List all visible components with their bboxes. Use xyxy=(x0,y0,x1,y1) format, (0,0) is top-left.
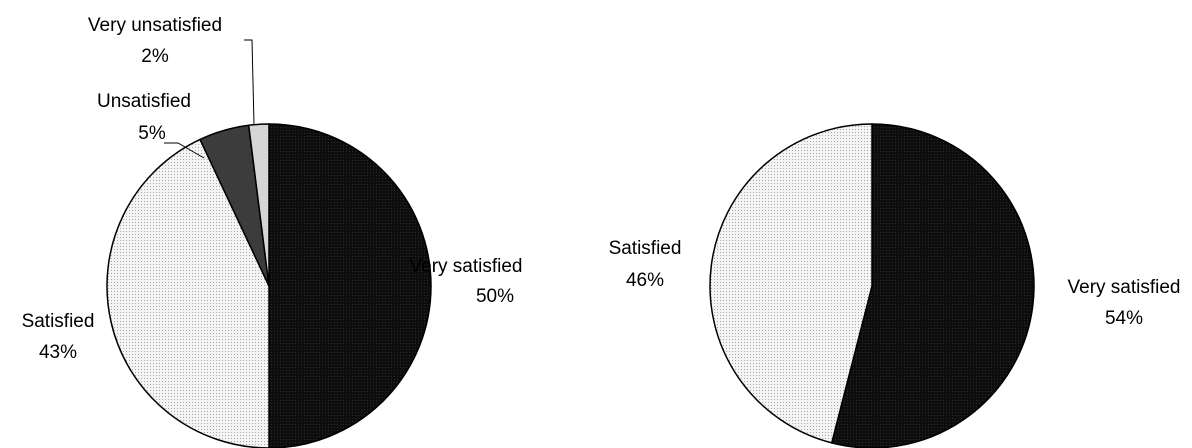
slice-value-satisfied: 46% xyxy=(626,270,664,291)
slice-value-very-unsatisfied: 2% xyxy=(141,46,169,67)
pie-slice-very-unsatisfied xyxy=(247,123,270,287)
slice-label-very-satisfied: Very satisfied xyxy=(1068,277,1181,298)
slice-value-satisfied: 43% xyxy=(39,342,77,363)
slice-value-unsatisfied: 5% xyxy=(138,123,166,144)
leader-line-very-unsatisfied xyxy=(244,39,255,126)
pie-chart-left: Very satisfied 50% Satisfied 43% Unsatisfied… xyxy=(22,15,523,448)
slice-label-satisfied: Satisfied xyxy=(22,311,95,332)
slice-label-very-unsatisfied: Very unsatisfied xyxy=(88,15,222,36)
pie-slice-satisfied xyxy=(709,123,873,444)
slice-label-unsatisfied: Unsatisfied xyxy=(97,91,191,112)
slice-value-very-satisfied: 50% xyxy=(476,286,514,307)
pie-slice-satisfied xyxy=(106,138,270,448)
slice-label-satisfied: Satisfied xyxy=(609,238,682,259)
slice-label-very-satisfied: Very satisfied xyxy=(410,256,523,277)
pie-chart-right: Very satisfied 54% Satisfied 46% xyxy=(609,123,1181,448)
leader-line-unsatisfied xyxy=(164,142,205,159)
pie-slice-very-satisfied xyxy=(830,123,1035,448)
slice-value-very-satisfied: 54% xyxy=(1105,308,1143,329)
pie-slice-very-satisfied xyxy=(268,123,432,448)
